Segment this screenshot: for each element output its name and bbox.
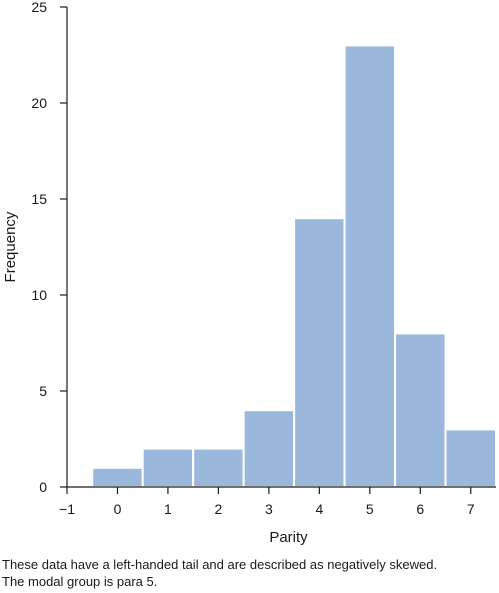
x-tick-label: 0	[114, 501, 122, 517]
y-tick-label: 15	[31, 191, 47, 207]
axes-group: 0 5 10 15 20 25 −1 0 1 2 3 4 5 6 7	[31, 0, 496, 517]
y-tick-label: 5	[39, 383, 47, 399]
x-tick-label: 4	[315, 501, 323, 517]
histogram-bar-0	[91, 466, 144, 488]
y-tick-label: 25	[31, 0, 47, 15]
x-tick-label: 2	[215, 501, 223, 517]
x-axis-title: Parity	[269, 529, 308, 545]
x-tick-label: 1	[164, 501, 172, 517]
histogram-bar-2	[192, 447, 245, 489]
x-tick-label: −1	[59, 501, 75, 517]
histogram-bar-7	[444, 428, 498, 488]
histogram-bar-4	[293, 217, 346, 488]
y-tick-label: 20	[31, 95, 47, 111]
caption-line-2: The modal group is para 5.	[2, 574, 158, 589]
histogram-bar-3	[242, 409, 296, 489]
histogram-bar-5	[343, 44, 397, 489]
histogram-bar-1	[141, 447, 195, 489]
histogram-bar-6	[394, 332, 447, 488]
y-tick-label: 10	[31, 287, 47, 303]
x-tick-label: 3	[265, 501, 273, 517]
y-tick-label: 0	[39, 479, 47, 495]
y-axis-title: Frequency	[2, 211, 19, 282]
figure-caption: These data have a left-handed tail and a…	[2, 556, 497, 590]
caption-line-1: These data have a left-handed tail and a…	[2, 557, 438, 572]
x-axis-ticks: −1 0 1 2 3 4 5 6 7	[59, 487, 475, 517]
x-tick-label: 6	[416, 501, 424, 517]
bars-group	[91, 44, 498, 489]
y-axis-ticks: 0 5 10 15 20 25	[31, 0, 67, 495]
histogram-chart: 0 5 10 15 20 25 −1 0 1 2 3 4 5 6 7 Parity Frequency	[2, 0, 498, 545]
x-tick-label: 7	[467, 501, 475, 517]
x-tick-label: 5	[366, 501, 374, 517]
